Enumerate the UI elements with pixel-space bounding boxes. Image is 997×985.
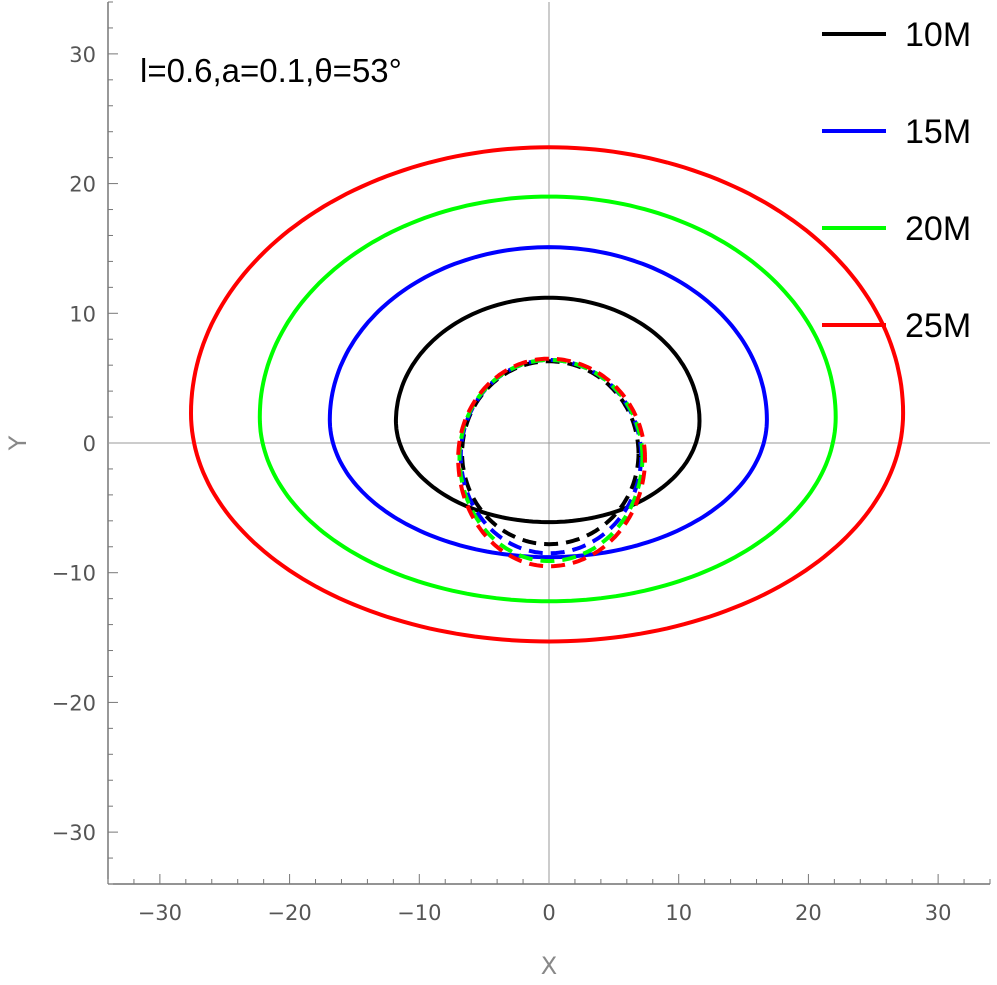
x-tick-label: 0 (542, 901, 555, 925)
x-tick-label: −20 (267, 901, 311, 925)
y-tick-label: −20 (52, 691, 96, 715)
y-axis-label: Y (4, 435, 32, 451)
y-tick-label: 10 (69, 302, 96, 326)
y-tick-label: 0 (83, 432, 96, 456)
dashed-curve-6 (457, 358, 645, 563)
x-tick-label: 10 (665, 901, 692, 925)
y-tick-label: 30 (69, 43, 96, 67)
legend-label: 25M (905, 307, 971, 345)
zero-axes (108, 2, 990, 884)
tick-labels: −30 −20 −10 0 10 20 30 −30 −20 −10 0 10 20 30 (52, 43, 952, 925)
x-tick-label: 30 (925, 901, 952, 925)
y-tick-label: −10 (52, 562, 96, 586)
solid-curve-2 (257, 194, 838, 604)
solid-curve-0 (393, 295, 702, 525)
y-tick-label: −30 (52, 821, 96, 845)
solid-curve-3 (188, 145, 906, 644)
x-axis-label: X (541, 952, 557, 980)
legend-label: 15M (905, 113, 971, 151)
series-curves (188, 145, 906, 644)
x-tick-label: 20 (795, 901, 822, 925)
legend: 10M 15M 20M 25M (822, 16, 971, 345)
legend-label: 20M (905, 210, 971, 248)
x-tick-label: −10 (397, 901, 441, 925)
plot-annotation: l=0.6,a=0.1,θ=53° (140, 52, 402, 89)
x-tick-label: −30 (138, 901, 182, 925)
legend-label: 10M (905, 16, 971, 54)
y-tick-label: 20 (69, 173, 96, 197)
solid-curve-1 (327, 245, 769, 560)
dashed-curve-7 (456, 356, 648, 569)
